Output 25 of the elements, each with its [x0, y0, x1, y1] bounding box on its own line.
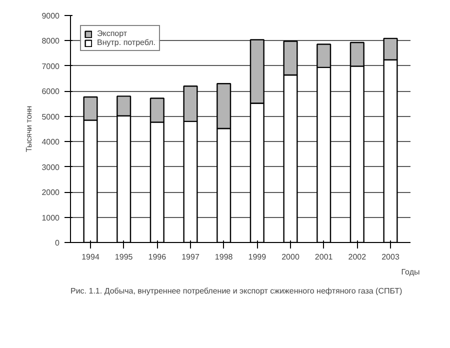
- y-tick-label: 4000: [42, 138, 60, 147]
- x-tick-label: 2002: [348, 252, 367, 262]
- x-tick-label: 1996: [148, 252, 167, 262]
- y-tick-label: 9000: [42, 12, 60, 20]
- y-tick-label: 3000: [42, 162, 60, 172]
- y-tick-label: 5000: [42, 112, 60, 122]
- y-tick-label: 8000: [42, 36, 60, 46]
- legend-label: Внутр. потребл.: [97, 38, 156, 47]
- y-tick-label: 1000: [42, 213, 60, 222]
- x-tick-label: 1994: [82, 252, 100, 262]
- x-tick-label: 1995: [114, 252, 134, 262]
- x-tick-label: 2000: [282, 252, 300, 262]
- x-tick-label: 2001: [314, 252, 334, 262]
- x-tick-label: 1997: [182, 252, 200, 262]
- legend-label: Экспорт: [97, 29, 128, 38]
- text: Рис. 1.1. Добыча, внутреннее потребление и экспорт сжиженного нефтяного газа (СПБТ): [70, 286, 403, 296]
- y-tick-label: 0: [55, 238, 60, 248]
- x-tick-label: 1998: [214, 252, 234, 262]
- y-tick-label: 7000: [42, 62, 60, 71]
- y-tick-label: 2000: [42, 188, 60, 198]
- y-axis-title: Тысячи тонн: [24, 106, 34, 152]
- y-tick-label: 6000: [42, 87, 60, 96]
- x-tick-label: 1999: [248, 252, 267, 262]
- x-tick-label: 2003: [382, 252, 400, 262]
- x-axis-title: Годы: [401, 268, 420, 276]
